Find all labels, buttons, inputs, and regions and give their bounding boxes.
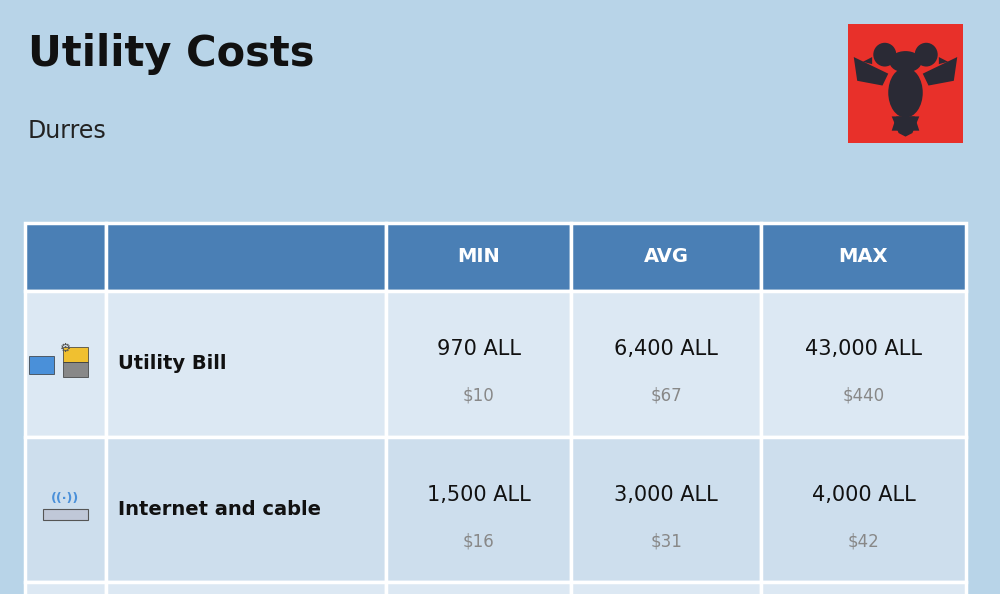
Bar: [571, 291, 761, 437]
Text: 6,400 ALL: 6,400 ALL: [614, 339, 718, 359]
Text: 970 ALL: 970 ALL: [437, 339, 521, 359]
Text: $440: $440: [842, 387, 884, 405]
Polygon shape: [854, 57, 888, 86]
Bar: [43, 509, 88, 520]
Bar: [25, 582, 106, 594]
Text: ⚙: ⚙: [60, 342, 71, 355]
Text: $31: $31: [650, 532, 682, 551]
Bar: [571, 223, 761, 291]
Bar: [386, 437, 571, 582]
Bar: [761, 437, 966, 582]
Polygon shape: [923, 57, 957, 86]
Bar: [761, 223, 966, 291]
Bar: [761, 291, 966, 437]
Text: $42: $42: [848, 532, 879, 551]
Text: $10: $10: [463, 387, 494, 405]
Polygon shape: [939, 57, 948, 64]
Bar: [63, 347, 88, 362]
Bar: [571, 582, 761, 594]
Text: 3,000 ALL: 3,000 ALL: [614, 485, 718, 505]
Bar: [106, 223, 386, 291]
Text: $16: $16: [463, 532, 494, 551]
Bar: [29, 355, 54, 374]
Bar: [571, 437, 761, 582]
Text: Durres: Durres: [28, 119, 107, 143]
Text: 4,000 ALL: 4,000 ALL: [812, 485, 915, 505]
Text: 1,500 ALL: 1,500 ALL: [427, 485, 530, 505]
Bar: [106, 291, 386, 437]
Polygon shape: [892, 116, 901, 131]
Text: ((·)): ((·)): [51, 492, 80, 505]
Circle shape: [873, 43, 896, 67]
Text: MAX: MAX: [839, 248, 888, 266]
Text: Utility Costs: Utility Costs: [28, 33, 314, 75]
Bar: [63, 362, 88, 377]
Polygon shape: [892, 116, 919, 137]
Ellipse shape: [889, 51, 922, 72]
Polygon shape: [863, 57, 872, 64]
Text: AVG: AVG: [644, 248, 689, 266]
Ellipse shape: [888, 68, 923, 118]
Bar: [25, 437, 106, 582]
Bar: [386, 223, 571, 291]
Polygon shape: [910, 116, 919, 131]
Bar: [106, 582, 386, 594]
Text: MIN: MIN: [457, 248, 500, 266]
Text: Internet and cable: Internet and cable: [118, 500, 321, 519]
Text: 43,000 ALL: 43,000 ALL: [805, 339, 922, 359]
Bar: [106, 437, 386, 582]
Bar: [25, 291, 106, 437]
Circle shape: [915, 43, 938, 67]
Bar: [386, 582, 571, 594]
Bar: [386, 291, 571, 437]
Text: Utility Bill: Utility Bill: [118, 355, 226, 373]
Bar: [761, 582, 966, 594]
Bar: [25, 223, 106, 291]
Text: $67: $67: [650, 387, 682, 405]
